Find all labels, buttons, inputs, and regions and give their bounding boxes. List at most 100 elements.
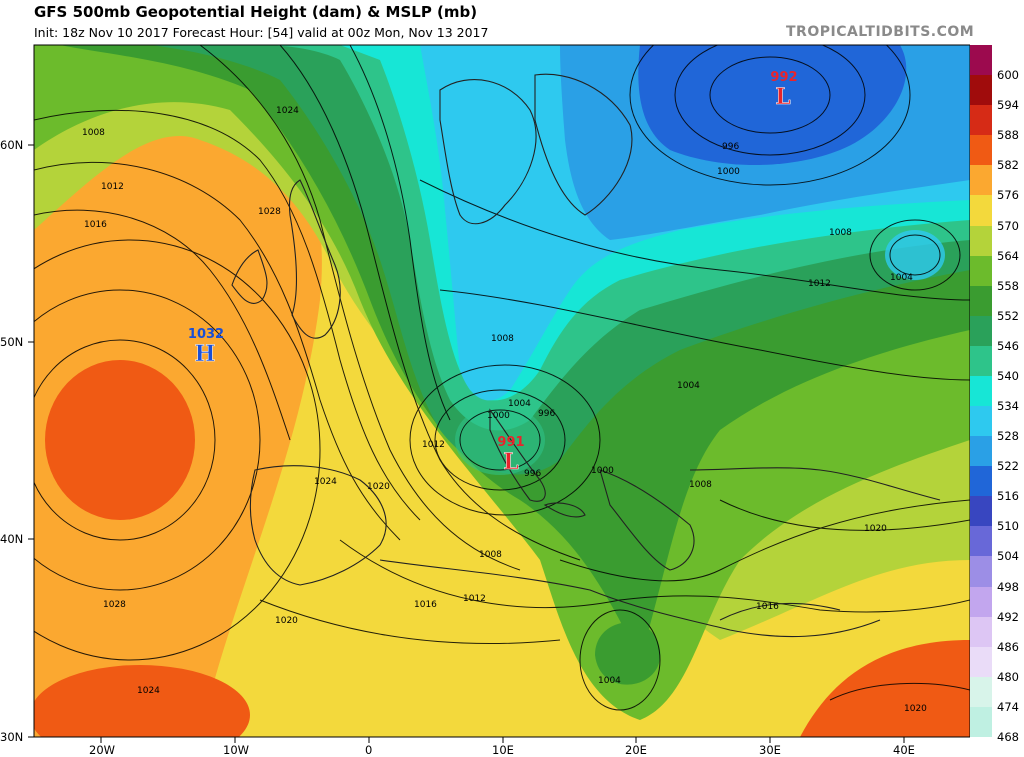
chart-title: GFS 500mb Geopotential Height (dam) & MS… [34, 3, 478, 21]
high-center-letter: H [195, 341, 216, 367]
high-center-value: 1032 [188, 327, 224, 342]
height-low-italy [455, 405, 545, 475]
colorbar-label: 582 [997, 158, 1019, 173]
isobar-label: 1004 [677, 381, 700, 391]
lat-label-50n: 50N [0, 335, 23, 349]
isobar-label: 1004 [508, 399, 531, 409]
brand-watermark: TROPICALTIDBITS.COM [786, 24, 975, 40]
colorbar-swatch [970, 75, 992, 106]
isobar-label: 1016 [414, 600, 437, 610]
lat-label-40n: 40N [0, 532, 23, 546]
colorbar-label: 600 [997, 68, 1019, 83]
height-low-russia [885, 230, 945, 280]
colorbar-swatch [970, 315, 992, 347]
colorbar-label: 528 [997, 429, 1019, 444]
colorbar-label: 564 [997, 248, 1019, 263]
isobar-label: 1016 [756, 602, 779, 612]
colorbar-label: 588 [997, 128, 1019, 143]
colorbar-label: 468 [997, 730, 1019, 744]
isobar-label: 1000 [717, 167, 740, 177]
isobar-label: 1024 [314, 477, 337, 487]
coastlines [231, 73, 941, 638]
low-center-value: 992 [770, 70, 797, 85]
colorbar-label: 552 [997, 308, 1019, 323]
colorbar-swatch [970, 135, 992, 166]
colorbar-swatch [970, 466, 992, 497]
colorbar-swatch [970, 706, 992, 738]
colorbar-label: 498 [997, 579, 1019, 594]
colorbar-label: 486 [997, 639, 1019, 654]
colorbar-swatch [970, 45, 992, 76]
isobar-label: 1020 [864, 524, 887, 534]
lon-label-40e: 40E [893, 743, 915, 757]
colorbar-swatch [970, 556, 992, 588]
height-high-se [800, 640, 970, 737]
chart-subtitle: Init: 18z Nov 10 2017 Forecast Hour: [54… [34, 25, 489, 40]
lon-label-10e: 10E [492, 743, 514, 757]
isobar-label: 1012 [463, 594, 486, 604]
colorbar-swatch [970, 526, 992, 557]
colorbar-label: 594 [997, 98, 1019, 113]
colorbar-label: 480 [997, 669, 1019, 684]
colorbar-swatch [970, 225, 992, 257]
colorbar-swatch [970, 255, 992, 287]
colorbar-swatch [970, 436, 992, 467]
weather-map: 60N 50N 40N 30N 20W 10W 0 10E 20E 30E 40… [0, 44, 970, 757]
isobar-label: 996 [538, 409, 555, 419]
low-center-letter: L [775, 84, 790, 110]
colorbar-swatch [970, 676, 992, 708]
height-low-libya [595, 622, 661, 685]
colorbar-label: 558 [997, 278, 1019, 293]
isobar-label: 1028 [103, 600, 126, 610]
colorbar-label: 522 [997, 459, 1019, 474]
isobar-label: 1012 [101, 182, 124, 192]
colorbar-label: 576 [997, 188, 1019, 203]
colorbar-label: 534 [997, 399, 1019, 414]
axis-ticks [28, 144, 905, 743]
lon-label-10w: 10W [223, 743, 249, 757]
isobar-label: 1020 [904, 704, 927, 714]
isobar-label: 1028 [258, 207, 281, 217]
colorbar-swatch [970, 586, 992, 618]
colorbar-label: 570 [997, 218, 1019, 233]
isobar-label: 1024 [276, 106, 299, 116]
isobar-label: 1012 [808, 279, 831, 289]
isobar-label: 1020 [367, 482, 390, 492]
low-center-value: 991 [497, 435, 524, 450]
colorbar-swatch [970, 406, 992, 437]
colorbar-label: 546 [997, 338, 1019, 353]
isobar-label: 996 [524, 469, 541, 479]
colorbar-swatch [970, 285, 992, 317]
lat-label-30n: 30N [0, 730, 23, 744]
lon-label-30e: 30E [759, 743, 781, 757]
isobar-label: 1000 [591, 466, 614, 476]
colorbar-swatch [970, 165, 992, 196]
colorbar-swatch [970, 195, 992, 226]
colorbar-swatch [970, 375, 992, 407]
colorbar-label: 540 [997, 368, 1019, 383]
lon-label-20e: 20E [625, 743, 647, 757]
isobar-lines [34, 45, 970, 711]
isobar-label: 1008 [82, 128, 105, 138]
low-center-letter: L [503, 449, 518, 475]
isobar-label: 1008 [689, 480, 712, 490]
isobar-label: 1008 [479, 550, 502, 560]
isobar-label: 1008 [491, 334, 514, 344]
colorbar-swatch [970, 646, 992, 678]
colorbar-label: 504 [997, 549, 1019, 564]
isobar-label: 1024 [137, 686, 160, 696]
colorbar-swatch [970, 496, 992, 527]
colorbar-label: 510 [997, 519, 1019, 534]
isobar-label: 996 [722, 142, 739, 152]
isobar-label: 1008 [829, 228, 852, 238]
isobar-label: 1020 [275, 616, 298, 626]
height-high-atlantic [45, 360, 195, 520]
height-band-516 [638, 45, 907, 165]
lon-label-0: 0 [365, 743, 372, 757]
lat-label-60n: 60N [0, 138, 23, 152]
height-high-sw [34, 665, 250, 737]
colorbar-label: 492 [997, 609, 1019, 624]
isobar-label: 1004 [598, 676, 621, 686]
map-frame [33, 44, 970, 738]
isobar-label: 1012 [422, 440, 445, 450]
